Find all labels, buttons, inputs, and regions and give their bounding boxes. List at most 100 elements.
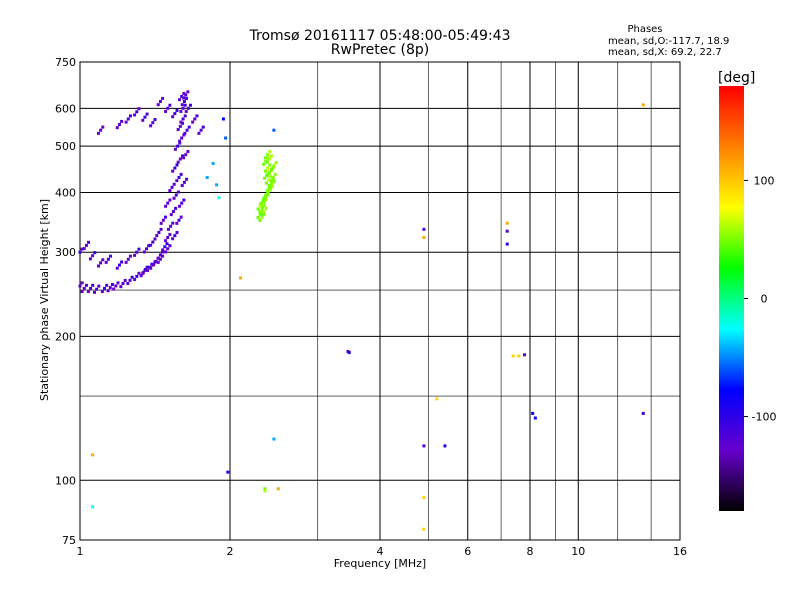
isolated-point	[276, 487, 280, 491]
o-mode-point	[180, 184, 184, 188]
upper-scatter-point	[173, 112, 177, 116]
o-mode-point	[159, 227, 163, 231]
o-mode-point	[179, 120, 183, 124]
o-mode-point	[164, 204, 168, 208]
o-mode-point	[84, 243, 88, 247]
upper-scatter-point	[161, 96, 165, 100]
isolated-point	[531, 411, 535, 415]
x-mode-point	[258, 212, 262, 216]
upper-scatter-point	[133, 113, 137, 117]
x-mode-point	[269, 175, 273, 179]
o-mode-point	[182, 96, 186, 100]
y-tick-label: 400	[55, 186, 76, 199]
o-mode-point	[178, 139, 182, 143]
o-mode-point	[137, 247, 141, 251]
upper-scatter-point	[128, 114, 132, 118]
o-mode-point	[176, 160, 180, 164]
x-mode-point	[262, 212, 266, 216]
upper-scatter-point	[137, 107, 141, 111]
o-mode-point	[149, 266, 153, 270]
x-mode-point	[269, 179, 273, 183]
o-mode-point	[80, 281, 84, 285]
o-mode-point	[91, 254, 95, 258]
o-mode-point	[106, 257, 110, 261]
upper-scatter-point	[171, 115, 175, 119]
x-tick-label: 2	[227, 545, 234, 558]
o-mode-point	[185, 96, 189, 100]
y-tick-label: 600	[55, 102, 76, 115]
o-mode-point	[93, 251, 97, 255]
x-mode-point	[260, 213, 264, 217]
x-mode-point	[263, 156, 267, 160]
o-mode-point	[137, 271, 141, 275]
o-mode-point	[182, 180, 186, 184]
o-mode-point	[179, 109, 183, 113]
o-mode-point	[168, 198, 172, 202]
x-mode-point	[258, 218, 262, 222]
o-mode-point	[128, 278, 132, 282]
x-mode-point	[256, 216, 260, 220]
o-mode-point	[169, 224, 173, 228]
o-mode-point	[104, 260, 108, 264]
o-mode-point	[158, 257, 162, 261]
y-axis-label: Stationary phase Virtual Height [km]	[38, 199, 51, 401]
o-mode-point	[173, 166, 177, 170]
x-mode-point	[262, 204, 266, 208]
o-mode-point	[78, 284, 82, 288]
colorbar	[719, 86, 744, 511]
o-mode-point	[183, 103, 187, 107]
x-mode-point	[262, 201, 266, 205]
o-mode-point	[133, 253, 137, 257]
upper-scatter-point	[143, 115, 147, 119]
o-mode-point	[179, 172, 183, 176]
upper-scatter-point	[153, 118, 157, 122]
o-mode-point	[153, 260, 157, 264]
o-mode-point	[172, 182, 176, 186]
x-mode-point	[262, 196, 266, 200]
x-mode-point	[264, 193, 268, 197]
o-mode-point	[171, 221, 175, 225]
o-mode-point	[166, 201, 170, 205]
x-mode-point	[260, 215, 264, 219]
o-mode-point	[166, 236, 170, 240]
isolated-point	[224, 136, 228, 140]
o-mode-point	[91, 283, 95, 287]
upper-scatter-point	[175, 108, 179, 112]
x-mode-point	[258, 204, 262, 208]
upper-scatter-point	[164, 109, 168, 113]
o-mode-point	[116, 281, 120, 285]
x-mode-point	[271, 175, 275, 179]
o-mode-point	[181, 117, 185, 121]
o-mode-point	[182, 156, 186, 160]
o-mode-point	[177, 175, 181, 179]
o-mode-point	[92, 290, 96, 294]
upper-scatter-point	[120, 119, 124, 123]
x-mode-point	[269, 180, 273, 184]
o-mode-point	[176, 190, 180, 194]
o-mode-point	[187, 125, 191, 129]
o-mode-point	[180, 103, 184, 107]
o-mode-point	[173, 147, 177, 151]
upper-scatter-point	[115, 126, 119, 130]
o-mode-point	[178, 157, 182, 161]
o-mode-point	[112, 287, 116, 291]
o-mode-point	[164, 250, 168, 254]
o-mode-point	[156, 260, 160, 264]
x-mode-point	[258, 210, 262, 214]
o-mode-point	[143, 268, 147, 272]
o-mode-point	[182, 198, 186, 202]
x-mode-point	[260, 209, 264, 213]
x-mode-point	[271, 185, 275, 189]
o-mode-point	[175, 231, 179, 235]
upper-scatter-point	[166, 106, 170, 110]
o-mode-point	[156, 256, 160, 260]
x-mode-point	[260, 207, 264, 211]
isolated-point	[435, 397, 439, 401]
x-mode-point	[264, 181, 268, 185]
x-mode-point	[273, 172, 277, 176]
o-mode-point	[146, 268, 150, 272]
x-axis-label: Frequency [MHz]	[334, 557, 426, 570]
o-mode-point	[171, 237, 175, 241]
y-tick-label: 750	[55, 56, 76, 69]
isolated-point	[422, 444, 426, 448]
